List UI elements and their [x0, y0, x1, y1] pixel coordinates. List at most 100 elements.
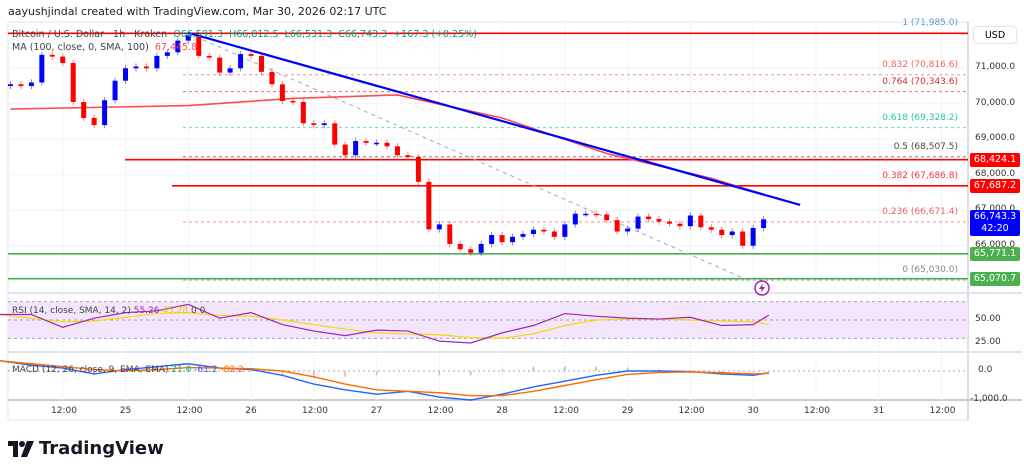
- candle-body: [206, 55, 212, 58]
- rsi-legend[interactable]: RSI (14, close, SMA, 14, 2) 55.26 45.28 …: [12, 306, 205, 316]
- candle-body: [729, 231, 735, 236]
- candle-body: [112, 80, 118, 101]
- price-axis-label: 71,000.0: [975, 62, 1016, 73]
- time-axis-label: 12:00: [176, 406, 203, 416]
- time-axis-label: 12:00: [51, 406, 77, 416]
- time-axis-label: 12:00: [553, 406, 579, 416]
- candle-body: [394, 146, 400, 156]
- time-axis-label: 26: [245, 406, 257, 416]
- candle-body: [478, 243, 484, 253]
- candle-body: [248, 54, 254, 56]
- fib-label: 1 (71,985.0): [902, 18, 958, 29]
- ma-label: MA (100, close, 0, SMA, 100): [12, 42, 149, 53]
- time-axis-label: 31: [872, 406, 885, 416]
- candle-body: [593, 213, 599, 216]
- price-label-h1: 68,424.1: [970, 152, 1020, 167]
- time-axis-label: 12:00: [678, 406, 705, 416]
- macd-value: -61.2: [194, 365, 218, 375]
- candle-body: [384, 142, 390, 147]
- candle-body: [196, 35, 202, 56]
- candle-body: [321, 123, 327, 126]
- fib-diagonal-line: [188, 32, 749, 281]
- price-axis-label: 69,000.0: [975, 133, 1016, 144]
- candle-body: [426, 181, 432, 230]
- price-axis-label: 67,000.0: [975, 204, 1016, 215]
- candle-body: [687, 215, 693, 227]
- time-axis-label: 25: [119, 406, 132, 416]
- candle-body: [18, 84, 24, 87]
- rsi-v4: 0: [199, 306, 206, 316]
- rsi-value: 55.26: [133, 306, 160, 316]
- candle-body: [60, 56, 66, 63]
- candle-body: [719, 229, 725, 236]
- candle-body: [123, 68, 129, 81]
- lightning-icon: [759, 283, 765, 293]
- ohlc-open: O66,591.3: [173, 29, 224, 40]
- tradingview-logo[interactable]: TradingView: [8, 438, 164, 459]
- candle-body: [311, 123, 317, 126]
- bearish-trendline: [187, 31, 801, 206]
- chart-canvas[interactable]: [0, 0, 1024, 430]
- candle-body: [259, 55, 264, 72]
- price-axis-label: 66,000.0: [975, 239, 1016, 250]
- signal-line: [0, 360, 769, 397]
- candle-body: [175, 40, 181, 53]
- last-price-label: 66,743.3 42:20: [970, 210, 1020, 237]
- tradingview-logo-icon: [8, 440, 34, 457]
- candle-body: [28, 82, 34, 87]
- macd-axis-label: -1,000.0: [970, 394, 1008, 404]
- candle-body: [604, 214, 610, 221]
- logo-text: TradingView: [39, 438, 164, 459]
- candle-body: [217, 57, 223, 73]
- candle-body: [91, 117, 97, 126]
- candle-body: [405, 155, 411, 157]
- candle-body: [457, 243, 463, 250]
- macd-label: MACD (12, 26, close, 9, EMA, EMA): [12, 365, 169, 375]
- candle-body: [646, 216, 652, 220]
- fib-label: 0.236 (66,671.4): [882, 206, 958, 217]
- time-axis-label: 12:00: [929, 406, 956, 416]
- price-label-h2: 67,687.2: [970, 178, 1020, 193]
- macd-axis-label: 0.0: [978, 365, 993, 375]
- candle-body: [342, 144, 348, 156]
- fib-label: 0 (65,030.0): [902, 265, 958, 276]
- candle-body: [238, 54, 244, 69]
- rsi-label: RSI (14, close, SMA, 14, 2): [12, 306, 131, 316]
- candle-body: [614, 220, 620, 232]
- candle-body: [164, 52, 170, 56]
- candle-body: [290, 100, 296, 103]
- candle-body: [447, 224, 453, 244]
- price-axis-label: 68,000.0: [975, 168, 1016, 179]
- price-label-s1: 65,771.1: [970, 246, 1020, 261]
- rsi-line: [0, 303, 770, 344]
- ma-value: 67,445.8: [154, 42, 198, 53]
- macd-legend[interactable]: MACD (12, 26, close, 9, EMA, EMA) 21.0 -…: [12, 365, 244, 375]
- candle-body: [227, 68, 233, 73]
- candle-body: [551, 231, 557, 237]
- candle-body: [49, 54, 55, 57]
- candle-body: [269, 71, 275, 85]
- symbol-name[interactable]: Bitcoin / U.S. Dollar · 1h · Kraken: [12, 29, 168, 40]
- candle-body: [750, 227, 756, 246]
- candle-body: [520, 233, 526, 237]
- chart-frame: [7, 21, 969, 421]
- candle-body: [656, 219, 662, 222]
- candle-body: [541, 229, 547, 232]
- rsi-sma-value: 45.28: [162, 306, 189, 316]
- rsi-axis-label: 50.00: [975, 314, 1001, 324]
- currency-button[interactable]: USD: [973, 26, 1017, 44]
- candle-body: [489, 235, 495, 244]
- candle-body: [635, 216, 641, 229]
- candle-body: [374, 142, 380, 145]
- price-label-s2: 65,070.7: [970, 271, 1020, 286]
- candle-body: [300, 102, 306, 124]
- candle-body: [510, 236, 516, 243]
- ohlc-high: H66,812.5: [229, 29, 279, 40]
- candle-body: [102, 100, 108, 126]
- ma-legend[interactable]: MA (100, close, 0, SMA, 100) 67,445.8: [12, 42, 197, 53]
- rsi-v3: 0: [191, 306, 197, 316]
- candle-body: [415, 157, 421, 182]
- ohlc-change: +167.3 (+0.25%): [393, 29, 477, 40]
- candle-body: [530, 229, 536, 234]
- candle-body: [279, 84, 285, 101]
